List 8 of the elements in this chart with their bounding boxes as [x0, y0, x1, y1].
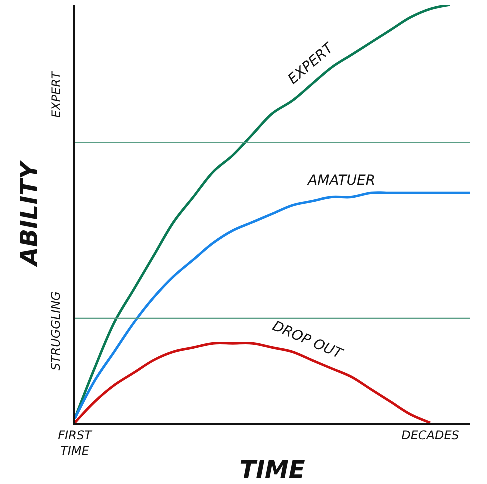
x-tick-label: FIRST TIME	[58, 428, 94, 458]
text: EXPERT	[50, 70, 64, 118]
x-axis-title: TIME	[240, 456, 306, 484]
text: DROP OUT	[270, 318, 346, 364]
series-label: AMATUER	[307, 173, 376, 189]
y-axis-title: ABILITY	[16, 160, 44, 268]
x-tick-label: DECADES	[402, 428, 460, 442]
text: STRUGGLING	[49, 292, 64, 371]
